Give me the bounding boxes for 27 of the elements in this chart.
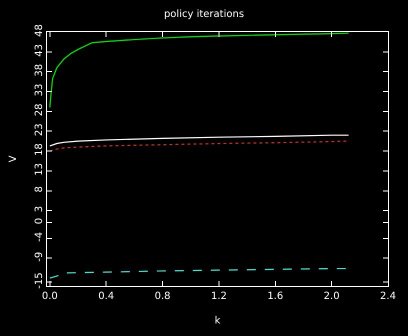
y-axis-title: V	[8, 155, 19, 162]
line-series	[49, 32, 350, 108]
y-tick-label: 0	[34, 218, 45, 224]
x-tick-label: 0.0	[42, 291, 58, 302]
x-tick-label: 1.2	[210, 291, 227, 302]
y-tick-label: 23	[34, 123, 45, 136]
y-tick-label: -9	[34, 252, 45, 262]
y-tick-label: 3	[34, 206, 45, 212]
y-tick-label: 33	[34, 84, 45, 96]
y-tick-label: 38	[34, 64, 45, 77]
x-tick-label: 2.0	[324, 291, 340, 302]
y-tick-label: -4	[34, 232, 45, 242]
x-tick-label: 0.8	[154, 291, 171, 302]
y-tick-label: 28	[34, 104, 45, 116]
x-axis-title: k	[214, 316, 221, 326]
y-tick-label: 13	[34, 163, 45, 176]
y-tick-label: -15	[34, 272, 45, 289]
line-series	[49, 140, 350, 152]
y-tick-label: 48	[34, 24, 45, 37]
x-tick-label: 1.6	[267, 291, 284, 302]
chart-title: policy iterations	[164, 9, 244, 20]
y-tick-label: 8	[34, 186, 45, 192]
line-series	[49, 134, 350, 146]
y-tick-label: 18	[34, 143, 45, 156]
x-tick-label: 0.4	[98, 291, 114, 302]
x-tick-label: 2.4	[380, 291, 396, 302]
y-tick-label: 43	[34, 44, 45, 57]
